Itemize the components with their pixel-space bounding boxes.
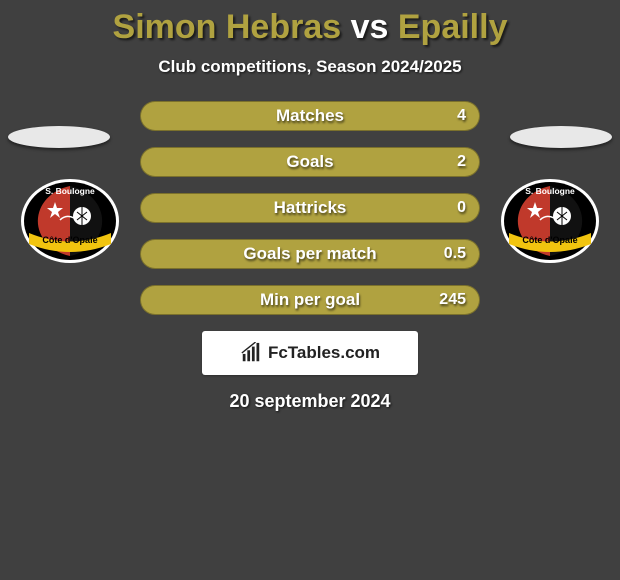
svg-text:Côte d'Opale: Côte d'Opale (522, 235, 577, 245)
svg-text:S. Boulogne: S. Boulogne (45, 186, 95, 196)
club-logo-left: Côte d'Opale S. Boulogne (20, 178, 120, 264)
subtitle: Club competitions, Season 2024/2025 (0, 57, 620, 77)
stat-row-gpm: Goals per match 0.5 (140, 239, 480, 269)
title-vs: vs (351, 8, 389, 46)
stat-row-hattricks: Hattricks 0 (140, 193, 480, 223)
stat-label: Hattricks (140, 193, 480, 223)
stat-label: Matches (140, 101, 480, 131)
stat-label: Goals per match (140, 239, 480, 269)
title-left: Simon Hebras (113, 8, 342, 46)
svg-text:Côte d'Opale: Côte d'Opale (42, 235, 97, 245)
title-right: Epailly (398, 8, 508, 46)
stat-row-goals: Goals 2 (140, 147, 480, 177)
stat-value-right: 0 (457, 193, 466, 223)
stat-row-mpg: Min per goal 245 (140, 285, 480, 315)
player-disc-right (510, 126, 612, 148)
brand-text: FcTables.com (268, 343, 380, 363)
stat-value-right: 0.5 (444, 239, 466, 269)
player-disc-left (8, 126, 110, 148)
stat-row-matches: Matches 4 (140, 101, 480, 131)
stat-value-right: 2 (457, 147, 466, 177)
stat-label: Goals (140, 147, 480, 177)
club-logo-right: Côte d'Opale S. Boulogne (500, 178, 600, 264)
page-title: Simon Hebras vs Epailly (0, 0, 620, 47)
brand-box[interactable]: FcTables.com (202, 331, 418, 375)
stat-label: Min per goal (140, 285, 480, 315)
svg-text:S. Boulogne: S. Boulogne (525, 186, 575, 196)
date: 20 september 2024 (0, 391, 620, 412)
stat-value-right: 245 (439, 285, 466, 315)
chart-icon (240, 342, 262, 364)
stat-value-right: 4 (457, 101, 466, 131)
